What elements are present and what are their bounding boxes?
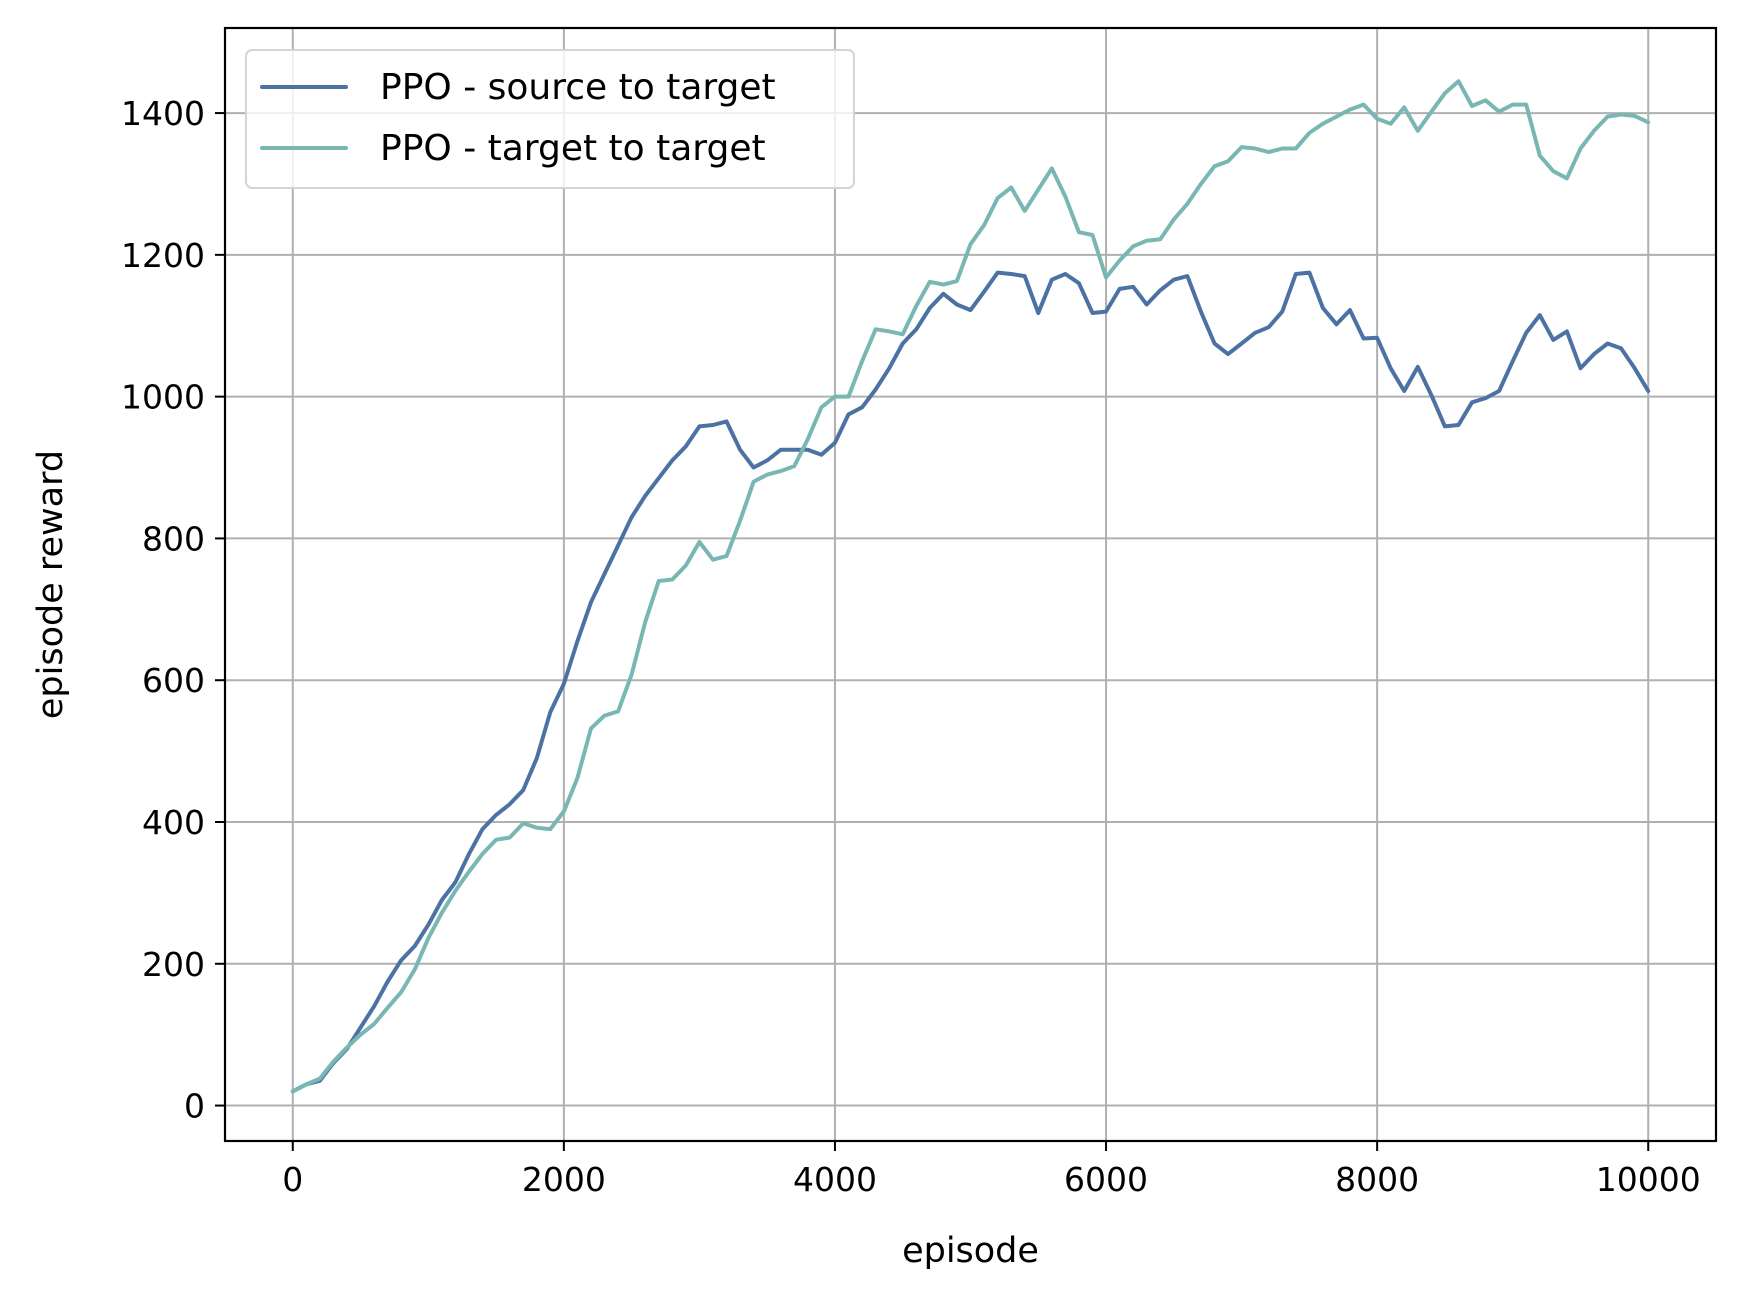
y-axis-label: episode reward (31, 450, 71, 719)
plot-frame (223, 26, 1718, 1143)
x-tick-label: 0 (282, 1160, 303, 1199)
legend-box (245, 49, 855, 189)
y-tick-label: 1200 (121, 236, 205, 275)
y-tick-label: 1000 (121, 378, 205, 417)
y-tick-label: 600 (142, 661, 205, 700)
axis-ticks: 0 2000 4000 6000 8000 10000 0 200 400 600 800 1000 1… (121, 94, 1701, 1199)
legend-label-source-to-target: PPO - source to target (380, 67, 776, 108)
x-tick-label: 6000 (1064, 1160, 1148, 1199)
x-axis-label: episode (902, 1231, 1039, 1271)
series-line-target-to-target (290, 79, 1651, 1094)
y-tick-label: 800 (142, 519, 205, 558)
x-tick-label: 2000 (522, 1160, 606, 1199)
legend: PPO - source to target PPO - target to t… (245, 49, 855, 189)
x-tick-label: 4000 (793, 1160, 877, 1199)
y-tick-label: 200 (142, 945, 205, 984)
y-tick-label: 1400 (121, 94, 205, 133)
x-tick-label: 8000 (1335, 1160, 1419, 1199)
y-tick-label: 400 (142, 803, 205, 842)
x-tick-label: 10000 (1596, 1160, 1701, 1199)
grid (225, 28, 1716, 1141)
legend-label-target-to-target: PPO - target to target (380, 128, 766, 169)
series-lines (290, 79, 1651, 1094)
series-line-source-to-target (290, 270, 1651, 1094)
y-tick-label: 0 (184, 1087, 205, 1126)
